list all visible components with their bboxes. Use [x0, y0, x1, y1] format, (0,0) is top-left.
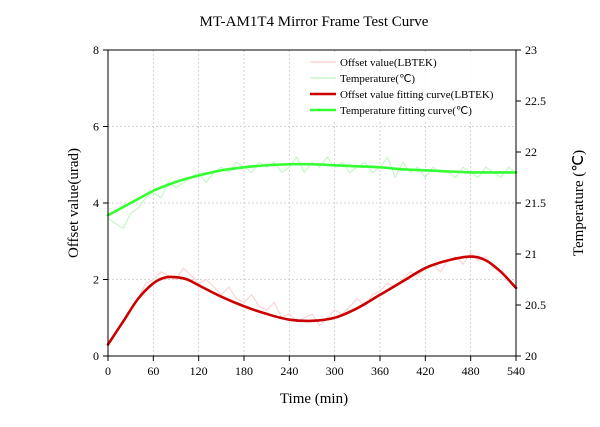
legend-background — [304, 52, 514, 122]
y-tick-label: 0 — [93, 349, 99, 363]
series-layer — [106, 156, 518, 346]
y-tick-label: 8 — [93, 43, 99, 57]
x-axis-title: Time (min) — [280, 391, 348, 407]
chart-title: MT-AM1T4 Mirror Frame Test Curve — [200, 14, 429, 30]
x-tick-label: 300 — [326, 364, 344, 378]
series-1 — [107, 156, 517, 230]
legend-label: Temperature(℃) — [340, 73, 415, 85]
x-tick-label: 120 — [190, 364, 208, 378]
x-tick-label: 0 — [105, 364, 111, 378]
y-tick-label: 2 — [93, 273, 99, 287]
y2-tick-label: 21.5 — [525, 196, 546, 210]
legend-label: Offset value(LBTEK) — [340, 57, 437, 69]
legend: Offset value(LBTEK) Temperature(℃) Offset … — [304, 52, 514, 122]
x-tick-label: 180 — [235, 364, 253, 378]
series-0 — [107, 252, 517, 345]
legend-label: Temperature fitting curve(℃) — [340, 105, 472, 117]
series-line-raw — [107, 252, 517, 345]
y2-tick-label: 21 — [525, 247, 537, 261]
y2-tick-label: 22 — [525, 145, 537, 159]
y2-axis-title: Temperature (℃) — [571, 150, 587, 256]
x-tick-label: 240 — [280, 364, 298, 378]
x-tick-label: 360 — [371, 364, 389, 378]
x-tick-label: 420 — [416, 364, 434, 378]
y2-tick-label: 20 — [525, 349, 537, 363]
y2-tick-label: 22.5 — [525, 94, 546, 108]
series-3 — [106, 162, 518, 217]
series-line-fit — [106, 162, 518, 217]
y2-tick-label: 20.5 — [525, 298, 546, 312]
y-tick-label: 6 — [93, 120, 99, 134]
y-axis-title: Offset value(urad) — [66, 148, 82, 258]
x-tick-label: 540 — [507, 364, 525, 378]
ticks-layer: 0 60 120 180 240 300 360 420 480 540 0 2 4 6 8 20 20.5 21… — [93, 43, 546, 378]
y2-tick-label: 23 — [525, 43, 537, 57]
series-2 — [106, 255, 518, 346]
legend-label: Offset value fitting curve(LBTEK) — [340, 89, 494, 101]
y-tick-label: 4 — [93, 196, 99, 210]
grid-layer — [108, 50, 516, 356]
series-line-fit — [106, 255, 518, 346]
series-line-raw — [107, 156, 517, 230]
x-tick-label: 480 — [462, 364, 480, 378]
x-tick-label: 60 — [147, 364, 159, 378]
